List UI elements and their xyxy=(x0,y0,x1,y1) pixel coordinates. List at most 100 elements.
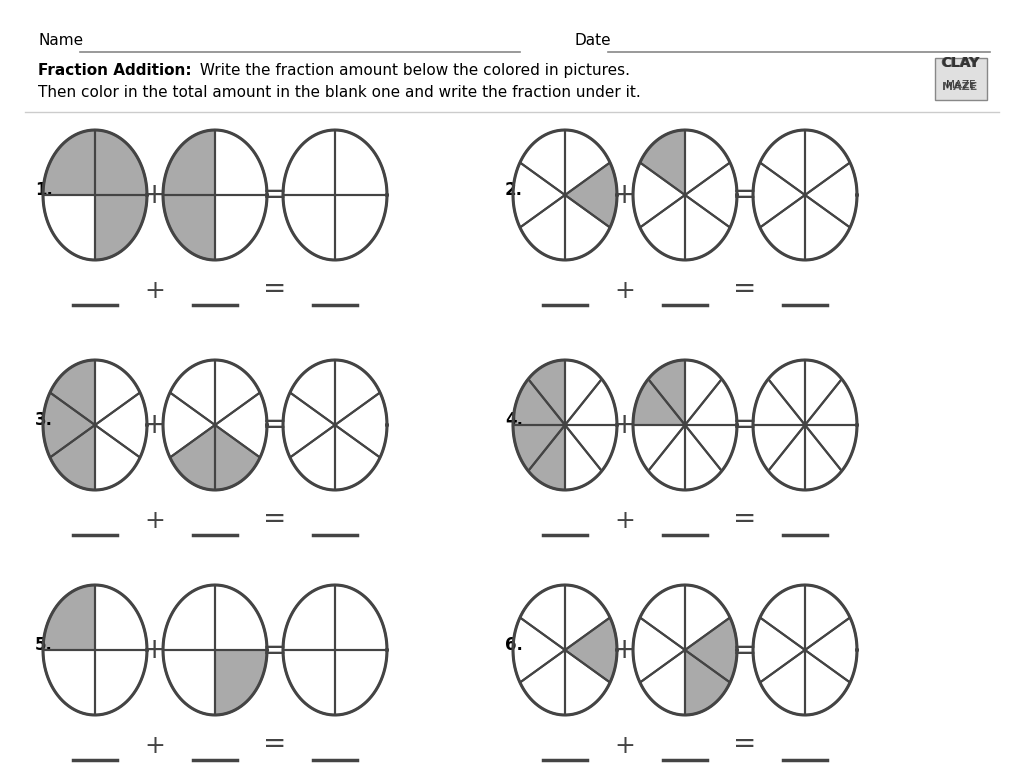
Polygon shape xyxy=(95,360,140,425)
Polygon shape xyxy=(283,195,335,260)
Text: =: = xyxy=(262,411,288,439)
Polygon shape xyxy=(805,425,857,471)
Polygon shape xyxy=(640,650,685,715)
Polygon shape xyxy=(513,163,565,227)
Polygon shape xyxy=(565,650,610,715)
Polygon shape xyxy=(335,130,387,195)
Polygon shape xyxy=(768,425,805,490)
Polygon shape xyxy=(283,650,335,715)
Polygon shape xyxy=(95,650,147,715)
Text: Write the fraction amount below the colored in pictures.: Write the fraction amount below the colo… xyxy=(195,63,630,78)
Text: =: = xyxy=(733,505,757,533)
Polygon shape xyxy=(805,379,857,425)
Polygon shape xyxy=(685,360,722,425)
Polygon shape xyxy=(95,195,147,260)
Polygon shape xyxy=(565,379,617,425)
Polygon shape xyxy=(513,617,565,683)
Polygon shape xyxy=(43,585,95,650)
Text: =: = xyxy=(262,180,288,210)
Polygon shape xyxy=(685,425,722,490)
Polygon shape xyxy=(565,585,610,650)
Text: +: + xyxy=(143,411,167,439)
Text: +: + xyxy=(143,636,167,664)
Polygon shape xyxy=(283,585,335,650)
Polygon shape xyxy=(95,425,140,490)
Text: Name: Name xyxy=(38,33,83,48)
Polygon shape xyxy=(565,163,617,227)
Polygon shape xyxy=(170,360,215,425)
Polygon shape xyxy=(640,195,685,260)
Text: =: = xyxy=(732,411,758,439)
Text: =: = xyxy=(732,635,758,664)
Polygon shape xyxy=(565,130,610,195)
Polygon shape xyxy=(335,360,380,425)
Text: MAZE: MAZE xyxy=(946,80,976,90)
Polygon shape xyxy=(633,425,685,471)
Polygon shape xyxy=(685,650,730,715)
Polygon shape xyxy=(335,585,387,650)
Polygon shape xyxy=(43,195,95,260)
Polygon shape xyxy=(633,379,685,425)
Polygon shape xyxy=(805,195,850,260)
Polygon shape xyxy=(335,650,387,715)
Polygon shape xyxy=(170,425,215,490)
Text: +: + xyxy=(613,181,637,209)
Polygon shape xyxy=(215,650,267,715)
Text: +: + xyxy=(144,509,166,533)
Polygon shape xyxy=(685,163,737,227)
Polygon shape xyxy=(760,585,805,650)
Polygon shape xyxy=(565,617,617,683)
Polygon shape xyxy=(805,650,850,715)
Text: +: + xyxy=(613,411,637,439)
Polygon shape xyxy=(760,195,805,260)
Text: +: + xyxy=(143,181,167,209)
Polygon shape xyxy=(685,425,737,471)
Polygon shape xyxy=(283,130,335,195)
Polygon shape xyxy=(215,360,260,425)
Polygon shape xyxy=(648,360,685,425)
Text: +: + xyxy=(614,734,636,758)
Polygon shape xyxy=(215,392,267,458)
Polygon shape xyxy=(283,392,335,458)
Text: 6.: 6. xyxy=(505,636,523,654)
Text: 5.: 5. xyxy=(35,636,53,654)
Polygon shape xyxy=(43,650,95,715)
Polygon shape xyxy=(163,585,215,650)
Text: 4.: 4. xyxy=(505,411,523,429)
Polygon shape xyxy=(520,195,565,260)
Text: =: = xyxy=(263,730,287,758)
Text: +: + xyxy=(614,279,636,303)
Polygon shape xyxy=(520,130,565,195)
Text: =: = xyxy=(263,275,287,303)
Polygon shape xyxy=(163,392,215,458)
Polygon shape xyxy=(95,585,147,650)
Polygon shape xyxy=(335,425,380,490)
Text: =: = xyxy=(733,730,757,758)
Text: Then color in the total amount in the blank one and write the fraction under it.: Then color in the total amount in the bl… xyxy=(38,85,641,100)
Polygon shape xyxy=(335,392,387,458)
Polygon shape xyxy=(768,360,805,425)
Polygon shape xyxy=(565,195,610,260)
Polygon shape xyxy=(753,379,805,425)
Polygon shape xyxy=(753,617,805,683)
Polygon shape xyxy=(215,130,267,195)
Polygon shape xyxy=(685,617,737,683)
Polygon shape xyxy=(805,130,850,195)
Polygon shape xyxy=(685,585,730,650)
Text: =: = xyxy=(263,505,287,533)
Polygon shape xyxy=(290,360,335,425)
Text: Fraction Addition:: Fraction Addition: xyxy=(38,63,191,78)
Polygon shape xyxy=(50,425,95,490)
Text: +: + xyxy=(613,636,637,664)
Polygon shape xyxy=(760,130,805,195)
Polygon shape xyxy=(805,617,857,683)
Polygon shape xyxy=(95,392,147,458)
Polygon shape xyxy=(565,360,602,425)
Polygon shape xyxy=(805,425,842,490)
Polygon shape xyxy=(753,163,805,227)
Polygon shape xyxy=(805,163,857,227)
Polygon shape xyxy=(528,425,565,490)
Polygon shape xyxy=(163,650,215,715)
Polygon shape xyxy=(805,585,850,650)
Text: =: = xyxy=(262,635,288,664)
